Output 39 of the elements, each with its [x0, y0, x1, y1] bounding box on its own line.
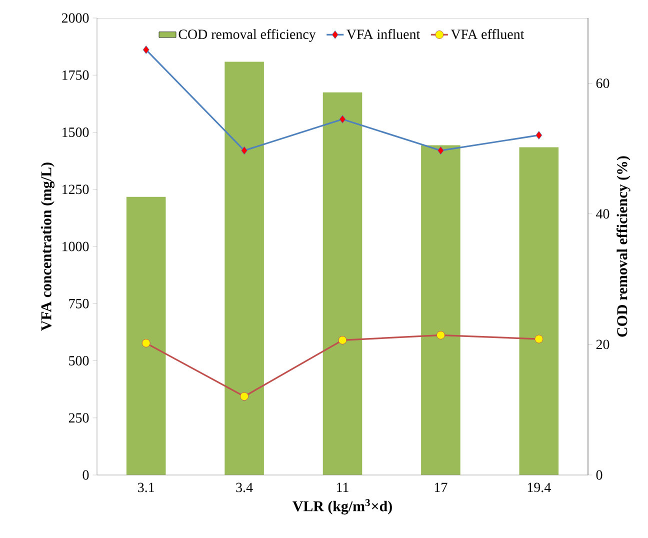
y-tick-label: 1750	[62, 70, 89, 80]
y-tick-label: 750	[69, 298, 89, 308]
point	[338, 336, 347, 344]
bar	[519, 147, 559, 475]
point	[437, 146, 444, 155]
y2-tick-label: 60	[596, 78, 610, 88]
point	[436, 330, 445, 340]
point	[534, 334, 544, 344]
x-axis-title: VLR (kg/m$^{3}$×d)	[292, 499, 392, 514]
y-tick-label: 1250	[62, 184, 89, 194]
point	[536, 130, 542, 140]
y-tick-label: 250	[68, 413, 89, 423]
point	[142, 338, 150, 348]
legend-label: VFA influent	[346, 29, 420, 40]
y-tick-label: 1000	[62, 242, 89, 252]
legend-label: VFA effluent	[450, 29, 524, 40]
y-tick-label: 1500	[62, 128, 89, 137]
x-tick-label: 3.1	[138, 482, 154, 492]
x-tick-label: 17	[434, 482, 448, 492]
bar	[224, 62, 264, 475]
point	[241, 146, 248, 155]
y2-tick-label: 40	[596, 209, 610, 219]
x-tick-label: 11	[337, 482, 348, 492]
y-axis-title: VFA concentration (mg/L)	[40, 162, 54, 331]
y-tick-label: 2000	[62, 13, 89, 23]
x-tick-label: 3.4	[236, 482, 253, 492]
y2-tick-label: 0	[596, 470, 602, 480]
x-tick-label: 19.4	[528, 482, 551, 492]
y-tick-label: 0	[82, 470, 89, 480]
y-tick-label: 500	[69, 356, 89, 366]
point	[339, 114, 346, 124]
bar	[322, 92, 362, 475]
bar	[126, 196, 166, 475]
point	[240, 392, 249, 401]
y2-tick-label: 20	[596, 340, 610, 350]
legend-label: COD removal efficiency	[178, 29, 316, 42]
y2-axis-title: COD removal efficiency (%)	[616, 156, 630, 337]
point	[142, 46, 150, 54]
bar	[421, 145, 460, 475]
